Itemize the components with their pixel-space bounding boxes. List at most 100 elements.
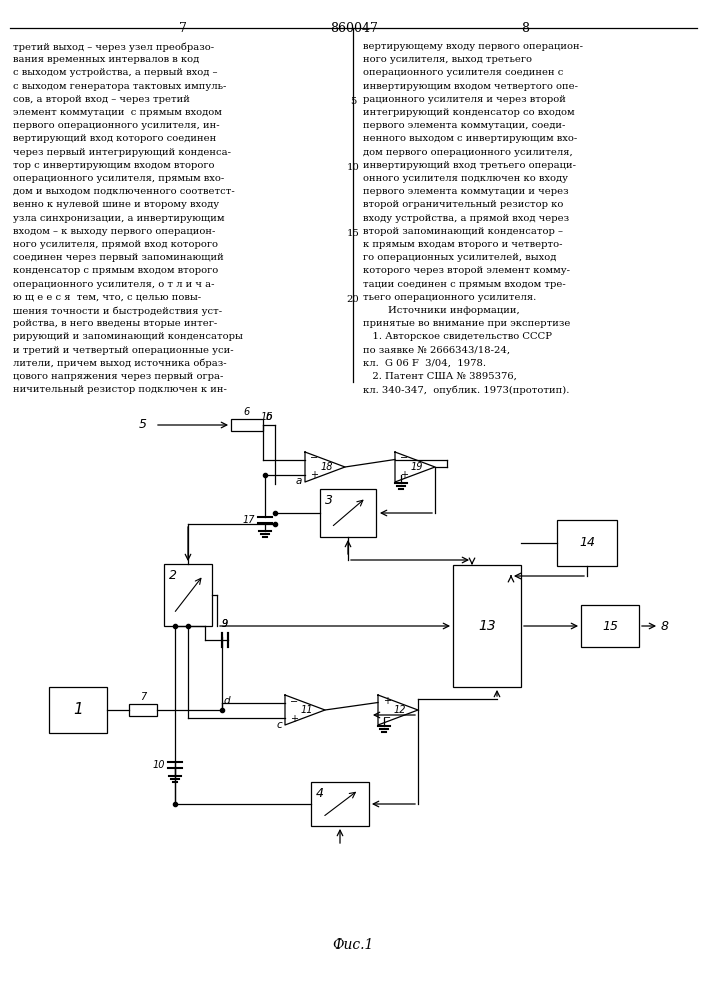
Text: второй запоминающий конденсатор –: второй запоминающий конденсатор – bbox=[363, 227, 563, 236]
Text: ненного выходом с инвертирующим вхо-: ненного выходом с инвертирующим вхо- bbox=[363, 134, 577, 143]
Text: 15: 15 bbox=[346, 229, 359, 238]
Text: дом первого операционного усилителя,: дом первого операционного усилителя, bbox=[363, 148, 573, 157]
Text: 3: 3 bbox=[325, 494, 333, 507]
Text: 2: 2 bbox=[169, 569, 177, 582]
Text: и третий и четвертый операционные уси-: и третий и четвертый операционные уси- bbox=[13, 346, 233, 355]
Bar bbox=[453, 565, 521, 687]
Text: лители, причем выход источника образ-: лители, причем выход источника образ- bbox=[13, 359, 227, 368]
Text: d: d bbox=[224, 696, 230, 706]
Bar bbox=[129, 704, 157, 716]
Text: ройства, в него введены вторые интег-: ройства, в него введены вторые интег- bbox=[13, 319, 217, 328]
Text: которого через второй элемент комму-: которого через второй элемент комму- bbox=[363, 266, 570, 275]
Text: го операционных усилителей, выход: го операционных усилителей, выход bbox=[363, 253, 556, 262]
Text: +: + bbox=[290, 714, 298, 724]
Text: a: a bbox=[296, 477, 302, 487]
Text: 13: 13 bbox=[478, 619, 496, 633]
Text: ного усилителя, выход третьего: ного усилителя, выход третьего bbox=[363, 55, 532, 64]
Text: ю щ е е с я  тем, что, с целью повы-: ю щ е е с я тем, что, с целью повы- bbox=[13, 293, 201, 302]
Text: 20: 20 bbox=[346, 295, 359, 304]
Bar bbox=[581, 605, 639, 647]
Text: к прямым входам второго и четверто-: к прямым входам второго и четверто- bbox=[363, 240, 563, 249]
Text: шения точности и быстродействия уст-: шения точности и быстродействия уст- bbox=[13, 306, 222, 316]
Text: 1. Авторское свидетельство СССР: 1. Авторское свидетельство СССР bbox=[363, 332, 552, 341]
Text: +: + bbox=[400, 471, 408, 481]
Text: входу устройства, а прямой вход через: входу устройства, а прямой вход через bbox=[363, 214, 569, 223]
Text: 1б: 1б bbox=[261, 412, 273, 422]
Text: первого элемента коммутации и через: первого элемента коммутации и через bbox=[363, 187, 568, 196]
Text: через первый интегрирующий конденса-: через первый интегрирующий конденса- bbox=[13, 148, 231, 157]
Text: инвертирующий вход третьего операци-: инвертирующий вход третьего операци- bbox=[363, 161, 576, 170]
Text: дом и выходом подключенного соответст-: дом и выходом подключенного соответст- bbox=[13, 187, 235, 196]
Text: тьего операционного усилителя.: тьего операционного усилителя. bbox=[363, 293, 536, 302]
Text: с выходом генератора тактовых импуль-: с выходом генератора тактовых импуль- bbox=[13, 82, 226, 91]
Text: сов, а второй вход – через третий: сов, а второй вход – через третий bbox=[13, 95, 190, 104]
Text: 17: 17 bbox=[243, 515, 255, 525]
Text: 9: 9 bbox=[222, 619, 228, 629]
Bar bbox=[231, 419, 263, 431]
Text: тор с инвертирующим входом второго: тор с инвертирующим входом второго bbox=[13, 161, 214, 170]
Text: венно к нулевой шине и второму входу: венно к нулевой шине и второму входу bbox=[13, 200, 219, 209]
Text: первого операционного усилителя, ин-: первого операционного усилителя, ин- bbox=[13, 121, 220, 130]
Text: 18: 18 bbox=[321, 462, 333, 472]
Text: второй ограничительный резистор ко: второй ограничительный резистор ко bbox=[363, 200, 563, 209]
Text: 6: 6 bbox=[244, 407, 250, 417]
Text: 5: 5 bbox=[139, 418, 147, 432]
Bar bbox=[311, 782, 369, 826]
Text: 10: 10 bbox=[153, 760, 165, 770]
Text: +: + bbox=[310, 471, 318, 481]
Text: ничительный резистор подключен к ин-: ничительный резистор подключен к ин- bbox=[13, 385, 227, 394]
Bar bbox=[320, 489, 376, 537]
Text: вертирующему входу первого операцион-: вертирующему входу первого операцион- bbox=[363, 42, 583, 51]
Text: кл.  G 06 F  3/04,  1978.: кл. G 06 F 3/04, 1978. bbox=[363, 359, 486, 368]
Text: рирующий и запоминающий конденсаторы: рирующий и запоминающий конденсаторы bbox=[13, 332, 243, 341]
Text: Источники информации,: Источники информации, bbox=[363, 306, 520, 315]
Text: рационного усилителя и через второй: рационного усилителя и через второй bbox=[363, 95, 566, 104]
Text: 8: 8 bbox=[521, 22, 529, 35]
Text: онного усилителя подключен ко входу: онного усилителя подключен ко входу bbox=[363, 174, 568, 183]
Text: 860047: 860047 bbox=[330, 22, 378, 35]
Text: узла синхронизации, а инвертирующим: узла синхронизации, а инвертирующим bbox=[13, 214, 225, 223]
Text: операционного усилителя, прямым вхо-: операционного усилителя, прямым вхо- bbox=[13, 174, 224, 183]
Text: Фис.1: Фис.1 bbox=[332, 938, 374, 952]
Text: −: − bbox=[290, 696, 298, 706]
Text: −: − bbox=[383, 714, 391, 724]
Text: −: − bbox=[400, 454, 408, 464]
Text: третий выход – через узел преобразо-: третий выход – через узел преобразо- bbox=[13, 42, 214, 51]
Text: b: b bbox=[266, 412, 273, 422]
Text: 14: 14 bbox=[579, 536, 595, 550]
Text: 19: 19 bbox=[411, 462, 423, 472]
Text: 11: 11 bbox=[300, 705, 313, 715]
Text: 9: 9 bbox=[222, 619, 228, 629]
Bar bbox=[49, 687, 107, 733]
Text: соединен через первый запоминающий: соединен через первый запоминающий bbox=[13, 253, 223, 262]
Text: первого элемента коммутации, соеди-: первого элемента коммутации, соеди- bbox=[363, 121, 566, 130]
Text: 12: 12 bbox=[394, 705, 407, 715]
Text: элемент коммутации  с прямым входом: элемент коммутации с прямым входом bbox=[13, 108, 222, 117]
Text: принятые во внимание при экспертизе: принятые во внимание при экспертизе bbox=[363, 319, 571, 328]
Text: 2. Патент США № 3895376,: 2. Патент США № 3895376, bbox=[363, 372, 517, 381]
Text: вертирующий вход которого соединен: вертирующий вход которого соединен bbox=[13, 134, 216, 143]
Text: вания временных интервалов в код: вания временных интервалов в код bbox=[13, 55, 199, 64]
Text: −: − bbox=[310, 454, 318, 464]
Text: конденсатор с прямым входом второго: конденсатор с прямым входом второго bbox=[13, 266, 218, 275]
Text: цового напряжения через первый огра-: цового напряжения через первый огра- bbox=[13, 372, 223, 381]
Text: +: + bbox=[383, 696, 391, 706]
Text: операционного усилителя, о т л и ч а-: операционного усилителя, о т л и ч а- bbox=[13, 280, 214, 289]
Bar bbox=[557, 520, 617, 566]
Text: 7: 7 bbox=[140, 692, 146, 702]
Text: входом – к выходу первого операцион-: входом – к выходу первого операцион- bbox=[13, 227, 216, 236]
Text: по заявке № 2666343/18-24,: по заявке № 2666343/18-24, bbox=[363, 346, 510, 355]
Text: тации соединен с прямым входом тре-: тации соединен с прямым входом тре- bbox=[363, 280, 566, 289]
Text: с выходом устройства, а первый вход –: с выходом устройства, а первый вход – bbox=[13, 68, 218, 77]
Bar bbox=[164, 564, 212, 626]
Text: ного усилителя, прямой вход которого: ного усилителя, прямой вход которого bbox=[13, 240, 218, 249]
Text: 15: 15 bbox=[602, 619, 618, 633]
Text: 7: 7 bbox=[179, 22, 187, 35]
Text: c: c bbox=[276, 720, 282, 730]
Text: 4: 4 bbox=[316, 787, 324, 800]
Text: операционного усилителя соединен с: операционного усилителя соединен с bbox=[363, 68, 563, 77]
Text: интегрирующий конденсатор со входом: интегрирующий конденсатор со входом bbox=[363, 108, 575, 117]
Text: 1: 1 bbox=[73, 702, 83, 718]
Text: 5: 5 bbox=[350, 97, 356, 106]
Text: 10: 10 bbox=[346, 163, 359, 172]
